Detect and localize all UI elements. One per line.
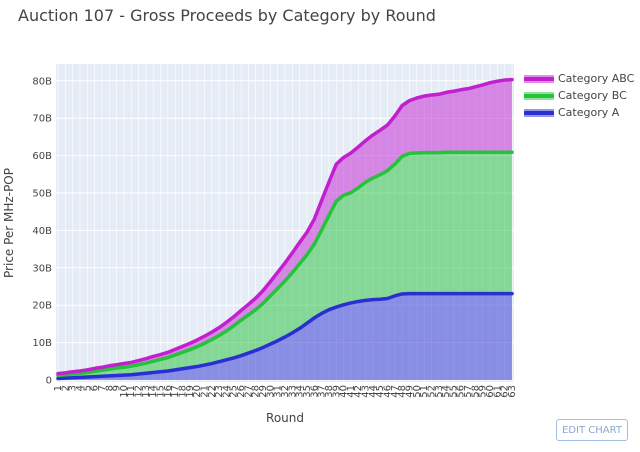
x-tick-label: 62 [500, 385, 511, 398]
x-tick-label: 13 [141, 385, 152, 398]
x-axis-title: Round [266, 411, 304, 425]
area-fills [58, 79, 512, 380]
x-tick-label: 58 [470, 385, 481, 398]
x-tick-label: 15 [156, 385, 167, 398]
x-tick-label: 46 [383, 385, 394, 398]
x-tick-label: 6 [90, 385, 101, 391]
x-tick-label: 27 [243, 385, 254, 398]
legend-swatch [524, 89, 554, 103]
x-tick-label: 1 [53, 385, 64, 391]
area-category-abc [58, 79, 512, 376]
x-tick-label: 36 [309, 385, 320, 398]
x-tick-label: 3 [68, 385, 79, 391]
x-tick-label: 60 [485, 385, 496, 398]
x-tick-label: 37 [317, 385, 328, 398]
x-tick-label: 8 [104, 385, 115, 391]
x-tick-label: 7 [97, 385, 108, 391]
x-tick-label: 42 [353, 385, 364, 398]
area-category-a [58, 293, 512, 380]
x-tick-label: 55 [448, 385, 459, 398]
x-tick-label: 48 [397, 385, 408, 398]
legend: Category ABC Category BC Category A [524, 70, 634, 121]
x-tick-label: 29 [258, 385, 269, 398]
x-tick-label: 28 [251, 385, 262, 398]
series-lines [56, 77, 514, 381]
x-tick-label: 20 [192, 385, 203, 398]
y-tick-label: 30B [32, 263, 52, 274]
legend-item-category-bc[interactable]: Category BC [524, 87, 634, 104]
y-tick-label: 50B [32, 189, 52, 200]
x-tick-label: 38 [324, 385, 335, 398]
x-tick-label: 32 [280, 385, 291, 398]
x-tick-label: 26 [236, 385, 247, 398]
x-tick-label: 25 [229, 385, 240, 398]
x-tick-label: 56 [456, 385, 467, 398]
legend-swatch [524, 106, 554, 120]
x-tick-label: 31 [273, 385, 284, 398]
x-tick-label: 49 [404, 385, 415, 398]
x-tick-label: 47 [390, 385, 401, 398]
x-tick-label: 14 [148, 385, 159, 398]
x-tick-label: 4 [75, 385, 86, 391]
x-tick-label: 52 [426, 385, 437, 398]
legend-label: Category A [558, 106, 620, 119]
x-tick-label: 19 [185, 385, 196, 398]
area-category-bc [58, 152, 512, 379]
x-tick-label: 17 [170, 385, 181, 398]
line-category-bc [56, 150, 514, 378]
x-tick-label: 16 [163, 385, 174, 398]
x-tick-label: 30 [265, 385, 276, 398]
x-tick-label: 24 [221, 385, 232, 398]
y-axis-ticks: 0 10B 20B 30B 40B 50B 60B 70B 80B [32, 76, 52, 386]
x-tick-label: 2 [60, 385, 71, 391]
y-tick-label: 40B [32, 226, 52, 237]
edit-chart-button[interactable]: EDIT CHART [556, 419, 628, 441]
legend-item-category-abc[interactable]: Category ABC [524, 70, 634, 87]
x-tick-label: 18 [177, 385, 188, 398]
x-tick-label: 33 [287, 385, 298, 398]
x-tick-label: 51 [419, 385, 430, 398]
x-tick-label: 54 [441, 385, 452, 398]
x-tick-label: 21 [199, 385, 210, 398]
legend-swatch [524, 72, 554, 86]
legend-label: Category BC [558, 89, 627, 102]
y-tick-label: 20B [32, 301, 52, 312]
legend-label: Category ABC [558, 72, 635, 85]
x-tick-label: 9 [112, 385, 123, 391]
x-tick-label: 40 [339, 385, 350, 398]
x-tick-label: 44 [368, 385, 379, 398]
x-tick-label: 12 [134, 385, 145, 398]
x-axis-ticks: 1234567891011121314151617181920212223242… [53, 385, 518, 398]
x-tick-label: 10 [119, 385, 130, 398]
y-tick-label: 0 [46, 376, 52, 387]
x-tick-label: 35 [302, 385, 313, 398]
x-tick-label: 45 [375, 385, 386, 398]
line-category-abc [56, 77, 514, 376]
x-tick-label: 11 [126, 385, 137, 398]
x-tick-label: 59 [478, 385, 489, 398]
x-tick-label: 61 [492, 385, 503, 398]
y-tick-label: 60B [32, 151, 52, 162]
chart-title: Auction 107 - Gross Proceeds by Category… [18, 6, 436, 25]
x-tick-label: 34 [295, 385, 306, 398]
x-tick-label: 53 [434, 385, 445, 398]
x-tick-label: 57 [463, 385, 474, 398]
x-tick-label: 22 [207, 385, 218, 398]
x-tick-label: 39 [331, 385, 342, 398]
legend-item-category-a[interactable]: Category A [524, 104, 634, 121]
x-tick-label: 43 [361, 385, 372, 398]
x-tick-label: 63 [507, 385, 518, 398]
x-tick-label: 23 [214, 385, 225, 398]
y-axis-title: Price Per MHz-POP [2, 168, 16, 278]
x-tick-label: 41 [346, 385, 357, 398]
y-tick-label: 10B [32, 338, 52, 349]
x-tick-label: 50 [412, 385, 423, 398]
y-tick-label: 70B [32, 114, 52, 125]
line-category-a [56, 291, 514, 381]
y-tick-label: 80B [32, 76, 52, 87]
x-tick-label: 5 [82, 385, 93, 391]
